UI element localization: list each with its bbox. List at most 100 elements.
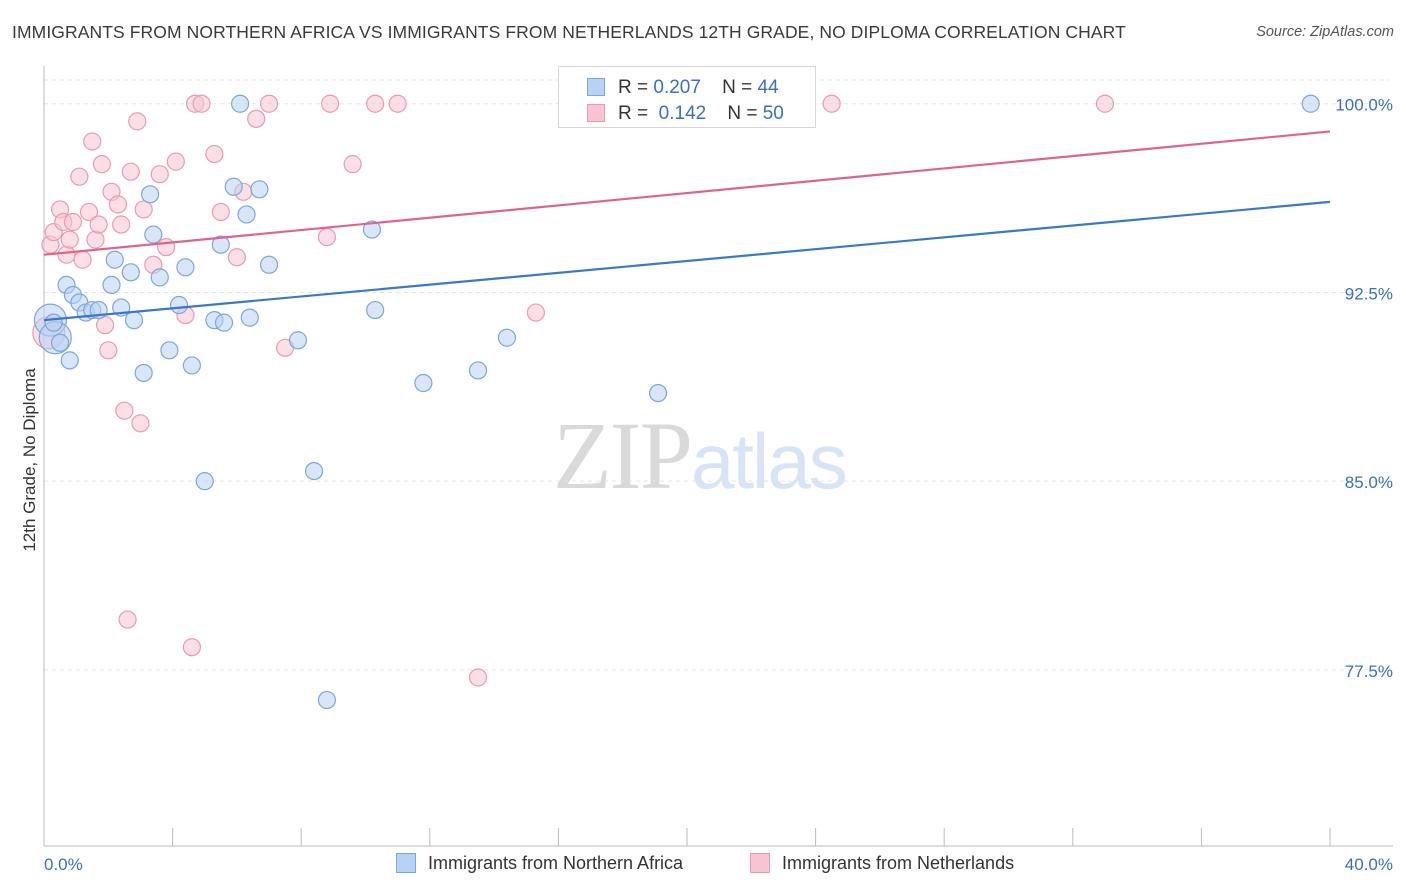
point-netherlands: [150, 165, 169, 184]
point-netherlands: [60, 230, 79, 249]
point-netherlands: [121, 162, 140, 181]
point-netherlands: [118, 610, 137, 629]
point-netherlands: [366, 94, 385, 113]
point-netherlands: [108, 195, 128, 214]
watermark-zip: ZIP: [553, 402, 693, 509]
legend-swatch-netherlands: [587, 104, 605, 122]
x-tick-label-end: 40.0%: [1345, 855, 1393, 874]
point-netherlands: [388, 94, 407, 113]
point-netherlands: [79, 202, 99, 222]
point-northern-africa: [288, 331, 308, 350]
trend-line-netherlands: [43, 130, 1331, 256]
point-northern-africa: [468, 361, 488, 380]
point-netherlands: [343, 155, 362, 174]
point-northern-africa: [224, 177, 243, 196]
point-netherlands: [131, 414, 150, 433]
y-tick-label: 85.0%: [1345, 473, 1393, 492]
point-netherlands: [86, 230, 105, 249]
legend-swatch-northern-africa: [587, 78, 605, 96]
point-northern-africa: [150, 268, 169, 287]
point-netherlands: [157, 238, 176, 257]
source-label: Source: ZipAtlas.com: [1256, 24, 1394, 40]
point-northern-africa: [60, 351, 79, 370]
point-netherlands: [166, 152, 185, 171]
point-northern-africa: [124, 311, 144, 330]
point-northern-africa: [105, 250, 124, 269]
point-netherlands: [468, 668, 488, 687]
y-tick-label: 100.0%: [1335, 96, 1393, 115]
point-northern-africa: [169, 295, 189, 315]
point-northern-africa: [182, 356, 201, 375]
point-northern-africa: [317, 690, 337, 710]
point-northern-africa: [102, 275, 121, 295]
point-northern-africa: [240, 308, 259, 327]
point-netherlands: [259, 94, 279, 113]
y-tick-label: 92.5%: [1345, 284, 1393, 303]
bottom-legend-label-netherlands: Immigrants from Netherlands: [782, 853, 1015, 873]
point-netherlands: [115, 401, 134, 420]
point-netherlands: [128, 112, 147, 131]
point-netherlands: [92, 155, 111, 174]
point-northern-africa: [1301, 94, 1320, 113]
chart-title: IMMIGRANTS FROM NORTHERN AFRICA VS IMMIG…: [12, 22, 1126, 42]
y-axis-label: 12th Grade, No Diploma: [20, 368, 39, 552]
point-northern-africa: [304, 461, 324, 481]
point-northern-africa: [134, 363, 153, 383]
point-northern-africa: [214, 313, 234, 332]
point-northern-africa: [250, 180, 269, 199]
point-northern-africa: [50, 333, 70, 352]
point-netherlands: [211, 202, 230, 222]
point-netherlands: [70, 167, 89, 186]
point-northern-africa: [497, 328, 517, 347]
point-netherlands: [134, 200, 153, 219]
n-value-b: 50: [762, 103, 784, 124]
point-netherlands: [112, 215, 131, 234]
watermark: ZIPatlas: [553, 400, 848, 511]
point-northern-africa: [366, 300, 385, 320]
point-netherlands: [57, 245, 76, 264]
r-label-a: R =: [618, 77, 649, 98]
n-label-b: N =: [727, 103, 758, 124]
point-northern-africa: [44, 313, 63, 332]
bottom-legend-swatch-netherlands: [750, 853, 770, 873]
point-northern-africa: [414, 373, 433, 393]
r-value-a: 0.207: [653, 77, 701, 98]
point-northern-africa: [362, 220, 382, 239]
point-netherlands: [192, 94, 211, 113]
trend-line-northern-africa: [43, 200, 1331, 322]
point-northern-africa: [231, 94, 250, 113]
point-netherlands: [822, 94, 841, 113]
point-northern-africa: [140, 185, 160, 204]
stats-legend: R = 0.207 N = 44 R = 0.142 N = 50: [558, 66, 816, 128]
point-netherlands: [1095, 94, 1115, 113]
r-label-b: R =: [618, 103, 649, 124]
r-value-b: 0.142: [658, 103, 707, 124]
point-netherlands: [321, 94, 340, 113]
point-netherlands: [95, 316, 115, 335]
point-northern-africa: [144, 225, 163, 244]
point-netherlands: [317, 227, 337, 247]
bottom-legend-label-northern-africa: Immigrants from Northern Africa: [428, 853, 684, 873]
point-netherlands: [83, 132, 102, 151]
point-netherlands: [526, 303, 545, 322]
watermark-atlas: atlas: [691, 417, 848, 505]
n-label-a: N =: [722, 77, 753, 98]
point-netherlands: [247, 109, 266, 128]
point-northern-africa: [259, 255, 279, 274]
point-northern-africa: [237, 205, 256, 224]
point-netherlands: [182, 638, 201, 657]
point-netherlands: [227, 248, 246, 267]
point-northern-africa: [176, 258, 195, 277]
point-northern-africa: [121, 263, 140, 282]
x-tick-label-start: 0.0%: [44, 855, 83, 874]
point-netherlands: [99, 341, 118, 360]
point-netherlands: [89, 215, 108, 234]
point-netherlands: [73, 250, 92, 269]
y-tick-label: 77.5%: [1345, 662, 1393, 681]
bottom-legend-swatch-northern-africa: [396, 853, 416, 873]
point-northern-africa: [160, 341, 179, 360]
point-northern-africa: [648, 383, 668, 403]
point-northern-africa: [195, 472, 214, 491]
point-netherlands: [205, 144, 224, 164]
